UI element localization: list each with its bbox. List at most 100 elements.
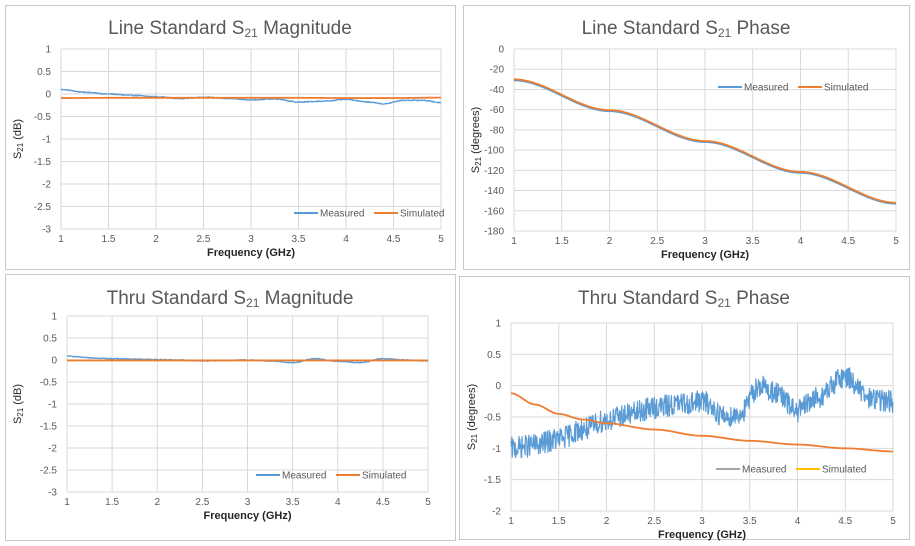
- x-tick-label: 1.5: [105, 497, 119, 508]
- x-tick-label: 2.5: [197, 234, 211, 245]
- x-axis-title: Frequency (GHz): [203, 510, 291, 522]
- y-tick-label: -20: [490, 65, 505, 76]
- chart-panel-thru-magnitude: Thru Standard S21 Magnitude 1 0.5 0 -0.5 -1 -1…: [5, 274, 456, 541]
- x-tick-label: 3.5: [743, 516, 757, 527]
- legend-label-measured: Measured: [742, 465, 786, 476]
- x-tick-label: 3: [248, 234, 254, 245]
- y-tick-label: -0.5: [34, 112, 52, 123]
- x-tick-label: 3.5: [286, 497, 300, 508]
- y-tick-label: -80: [490, 125, 505, 136]
- x-tick-label: 2: [607, 236, 613, 247]
- x-tick-label: 4: [343, 234, 349, 245]
- y-axis-title: S21 (degrees): [470, 107, 483, 173]
- chart-title: Thru Standard S21 Magnitude: [107, 288, 354, 310]
- chart-title: Thru Standard S21 Phase: [578, 288, 790, 310]
- y-tick-label: -2: [492, 507, 501, 518]
- x-tick-label: 5: [425, 497, 431, 508]
- y-tick-label: -1: [492, 444, 501, 455]
- chart-title: Line Standard S21 Magnitude: [108, 18, 352, 40]
- y-tick-label: -0.5: [40, 378, 58, 389]
- series-line-measured: [60, 88, 442, 105]
- x-tick-label: 4.5: [387, 234, 401, 245]
- y-tick-label: 1: [495, 319, 501, 330]
- y-tick-label: -3: [48, 488, 57, 499]
- y-tick-label: -1: [42, 135, 51, 146]
- y-tick-label: -3: [42, 225, 51, 236]
- x-tick-label: 2: [604, 516, 610, 527]
- y-tick-label: -2: [42, 180, 51, 191]
- x-tick-label: 5: [893, 236, 899, 247]
- legend-label-simulated: Simulated: [400, 209, 444, 220]
- y-tick-label: -1.5: [34, 157, 52, 168]
- y-tick-label: 0.5: [487, 350, 501, 361]
- x-tick-label: 1: [58, 234, 64, 245]
- x-tick-label: 1.5: [552, 516, 566, 527]
- series-line-simulated: [510, 392, 894, 453]
- y-tick-label: 1: [45, 45, 51, 56]
- y-tick-label: 1: [51, 312, 57, 323]
- y-tick-label: -180: [484, 227, 504, 238]
- y-tick-label: -100: [484, 146, 504, 157]
- y-tick-label: -2.5: [40, 466, 58, 477]
- x-axis-title: Frequency (GHz): [661, 249, 749, 261]
- y-tick-label: -1: [48, 400, 57, 411]
- series-line-measured: [513, 79, 897, 205]
- y-tick-label: 0: [495, 381, 501, 392]
- x-tick-label: 4.5: [376, 497, 390, 508]
- legend-label-measured: Measured: [282, 471, 326, 482]
- y-tick-label: 0.5: [37, 67, 51, 78]
- legend-label-simulated: Simulated: [822, 465, 866, 476]
- x-tick-label: 4.5: [838, 516, 852, 527]
- x-tick-label: 1.5: [102, 234, 116, 245]
- x-tick-label: 1: [508, 516, 514, 527]
- y-tick-label: -120: [484, 166, 504, 177]
- y-axis-title: S21 (degrees): [466, 384, 479, 450]
- x-tick-label: 4: [798, 236, 804, 247]
- chart-panel-line-magnitude: Line Standard S21 Magnitude 1 0.5 0 -0.5 -1 -1…: [5, 5, 456, 270]
- x-tick-label: 3.5: [746, 236, 760, 247]
- x-tick-label: 4: [795, 516, 801, 527]
- y-tick-label: 0.5: [43, 334, 57, 345]
- y-tick-label: -0.5: [484, 413, 502, 424]
- y-tick-label: 0: [51, 356, 57, 367]
- x-tick-label: 1: [511, 236, 517, 247]
- x-axis-title: Frequency (GHz): [207, 247, 295, 259]
- x-tick-label: 4: [335, 497, 341, 508]
- x-tick-label: 1.5: [555, 236, 569, 247]
- x-tick-label: 3: [702, 236, 708, 247]
- series-line-measured: [510, 367, 894, 459]
- x-axis-title: Frequency (GHz): [658, 529, 746, 541]
- legend-label-measured: Measured: [320, 209, 364, 220]
- x-tick-label: 2.5: [650, 236, 664, 247]
- x-tick-label: 1: [64, 497, 70, 508]
- chart-border: [5, 5, 456, 270]
- y-tick-label: -40: [490, 85, 505, 96]
- x-tick-label: 5: [438, 234, 444, 245]
- y-tick-label: 0: [45, 90, 51, 101]
- y-tick-label: -160: [484, 206, 504, 217]
- y-tick-label: -2.5: [34, 202, 52, 213]
- x-tick-label: 2: [154, 497, 160, 508]
- x-tick-label: 3: [245, 497, 251, 508]
- x-tick-label: 3: [699, 516, 705, 527]
- series-line-simulated: [513, 78, 897, 204]
- legend-label-simulated: Simulated: [824, 83, 868, 94]
- legend-label-measured: Measured: [744, 83, 788, 94]
- y-tick-label: -60: [490, 105, 505, 116]
- x-tick-label: 2: [153, 234, 159, 245]
- chart-panel-thru-phase: Thru Standard S21 Phase 1 0.5 0 -0.5 -1 -1.5 -2…: [459, 276, 910, 541]
- y-tick-label: 0: [498, 45, 504, 56]
- y-tick-label: -2: [48, 444, 57, 455]
- x-tick-label: 2.5: [195, 497, 209, 508]
- x-tick-label: 3.5: [292, 234, 306, 245]
- y-tick-label: -140: [484, 186, 504, 197]
- chart-border: [5, 274, 456, 541]
- x-tick-label: 5: [890, 516, 896, 527]
- x-tick-label: 4.5: [841, 236, 855, 247]
- y-axis-title: S21 (dB): [12, 119, 25, 159]
- chart-panel-line-phase: Line Standard S21 Phase 0 -20 -40 -60 -80 -100…: [463, 5, 910, 270]
- y-tick-label: -1.5: [484, 475, 502, 486]
- x-tick-label: 2.5: [647, 516, 661, 527]
